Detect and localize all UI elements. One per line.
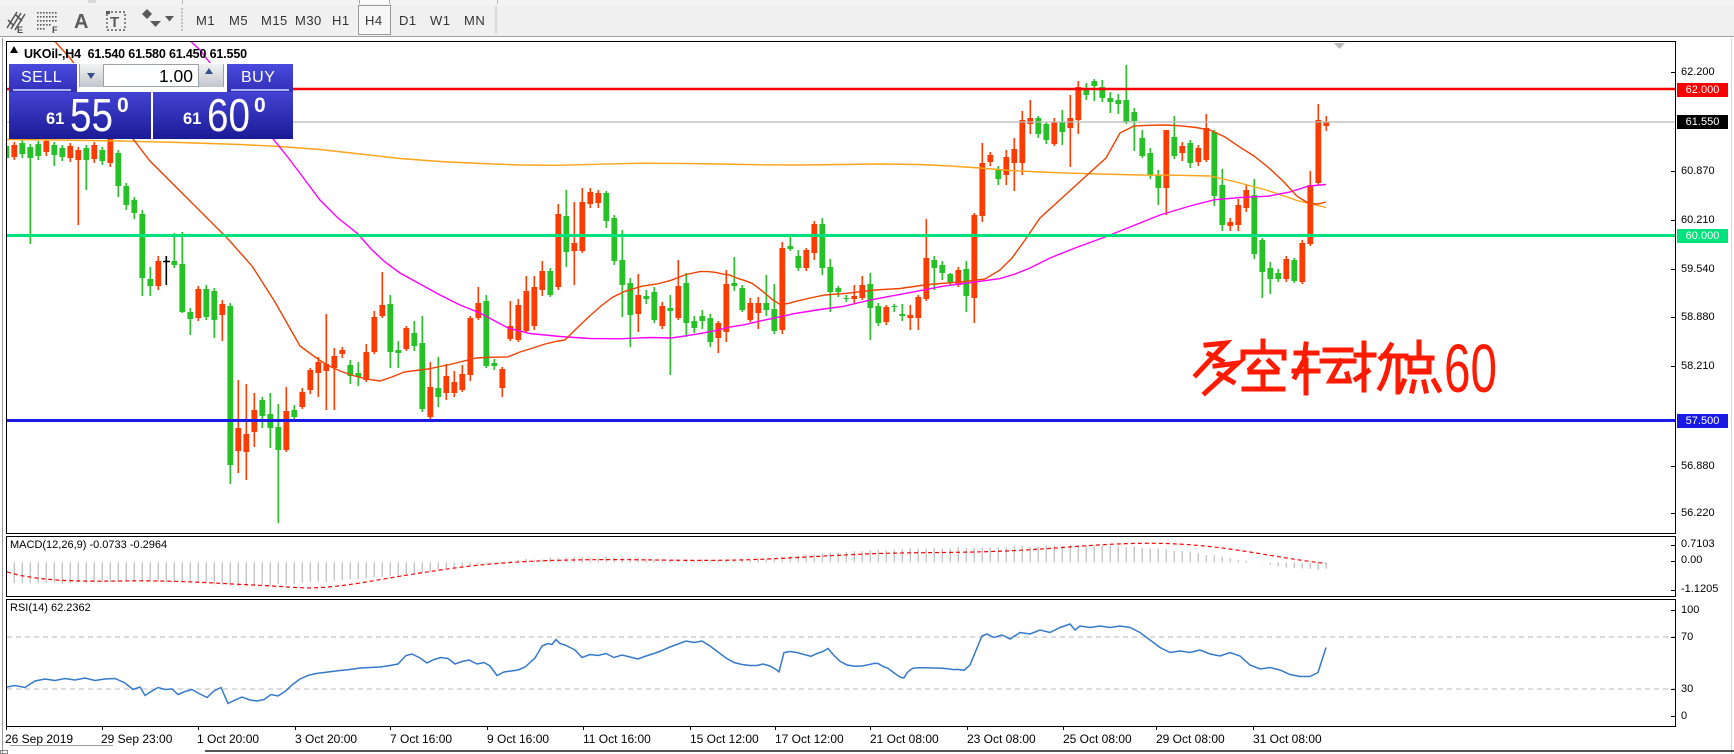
svg-text:F: F: [52, 25, 58, 35]
svg-text:E: E: [17, 25, 23, 35]
svg-text:T: T: [110, 14, 119, 31]
svg-text:60: 60: [1444, 330, 1497, 407]
svg-text:A: A: [74, 11, 88, 33]
